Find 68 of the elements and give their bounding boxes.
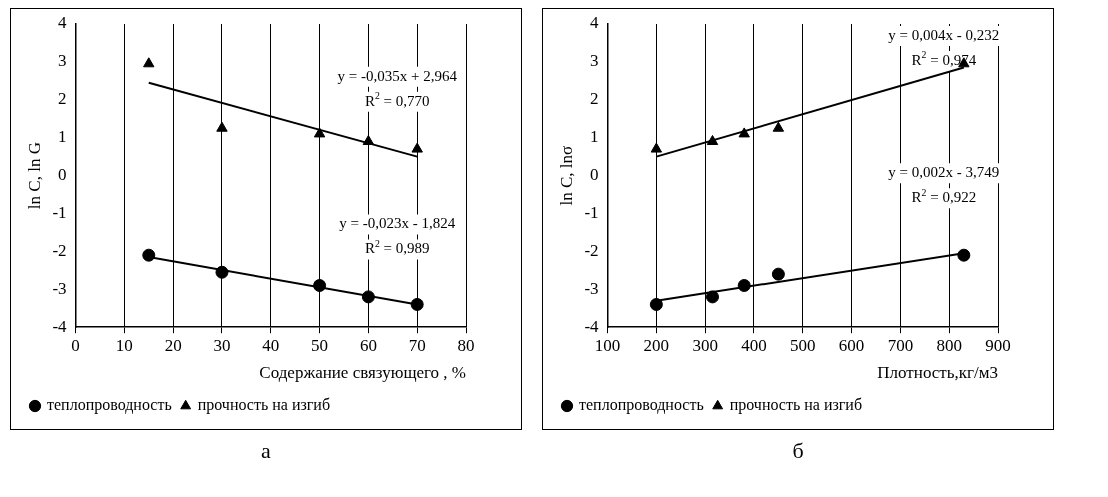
point bbox=[313, 127, 326, 138]
point bbox=[215, 265, 229, 279]
x-tick-label: 900 bbox=[985, 335, 1011, 355]
x-tick-label: 500 bbox=[790, 335, 816, 355]
y-tick-label: -2 bbox=[584, 240, 599, 260]
point bbox=[957, 248, 971, 262]
y-tick-label: -2 bbox=[52, 240, 67, 260]
annotation: y = -0,035x + 2,964 bbox=[337, 67, 458, 84]
annotation: y = -0,023x - 1,824 bbox=[339, 215, 456, 232]
x-tick-label: 70 bbox=[408, 335, 426, 355]
point bbox=[410, 297, 424, 311]
point bbox=[361, 290, 375, 304]
y-tick-label: 1 bbox=[590, 127, 599, 147]
point bbox=[142, 248, 156, 262]
text: а bbox=[261, 438, 271, 464]
point bbox=[705, 290, 719, 304]
legend-label: теплопроводность bbox=[579, 396, 704, 415]
point bbox=[738, 127, 750, 138]
text: б bbox=[792, 438, 804, 464]
x-axis-title: Плотность,кг/м3 bbox=[877, 363, 998, 383]
point bbox=[216, 121, 228, 132]
x-tick-label: 10 bbox=[115, 335, 133, 355]
y-tick-label: 4 bbox=[58, 13, 68, 33]
x-tick-label: 50 bbox=[311, 335, 329, 355]
point bbox=[313, 279, 327, 293]
y-tick-label: 2 bbox=[590, 89, 599, 109]
x-tick-label: 300 bbox=[692, 335, 718, 355]
x-tick-label: 400 bbox=[741, 335, 767, 355]
y-tick-label: -1 bbox=[584, 202, 599, 222]
y-tick-label: 3 bbox=[590, 51, 599, 71]
y-tick-label: 0 bbox=[58, 165, 67, 185]
x-tick-label: 100 bbox=[594, 335, 621, 355]
y-tick-label: -4 bbox=[584, 316, 600, 336]
legend-label: прочность на изгиб bbox=[197, 396, 331, 415]
x-tick-label: 600 bbox=[838, 335, 865, 355]
y-tick-label: 0 bbox=[590, 165, 599, 185]
legend-label: прочность на изгиб bbox=[729, 396, 863, 415]
point bbox=[143, 57, 155, 68]
y-tick-label: 3 bbox=[58, 51, 67, 71]
x-axis-title: Содержание связующего , % bbox=[259, 363, 466, 383]
y-axis-title: ln C, ln G bbox=[24, 142, 44, 210]
point bbox=[411, 142, 423, 153]
x-tick-label: 200 bbox=[643, 335, 670, 355]
y-tick-label: -3 bbox=[584, 278, 599, 298]
x-tick-label: 80 bbox=[457, 335, 475, 355]
point bbox=[771, 267, 785, 281]
x-tick-label: 30 bbox=[213, 335, 231, 355]
point bbox=[737, 279, 751, 293]
x-tick-label: 60 bbox=[359, 335, 377, 355]
point bbox=[706, 134, 719, 145]
point bbox=[649, 297, 663, 311]
x-tick-label: 40 bbox=[262, 335, 280, 355]
x-tick-label: 800 bbox=[936, 335, 962, 355]
x-tick-label: 20 bbox=[164, 335, 182, 355]
annotation: y = 0,004x - 0,232 bbox=[888, 26, 1000, 43]
y-axis-title: ln C, lnσ bbox=[556, 145, 576, 206]
legend-label: теплопроводность bbox=[47, 396, 172, 415]
x-tick-label: 700 bbox=[887, 335, 914, 355]
point bbox=[772, 121, 785, 132]
point bbox=[362, 134, 375, 145]
y-tick-label: 2 bbox=[58, 89, 67, 109]
y-tick-label: -1 bbox=[52, 202, 67, 222]
y-tick-label: -4 bbox=[52, 316, 68, 336]
y-tick-label: 4 bbox=[590, 13, 600, 33]
point bbox=[650, 142, 663, 153]
y-tick-label: -3 bbox=[52, 278, 67, 298]
y-tick-label: 1 bbox=[58, 127, 67, 147]
annotation: y = 0,002x - 3,749 bbox=[888, 164, 1000, 181]
